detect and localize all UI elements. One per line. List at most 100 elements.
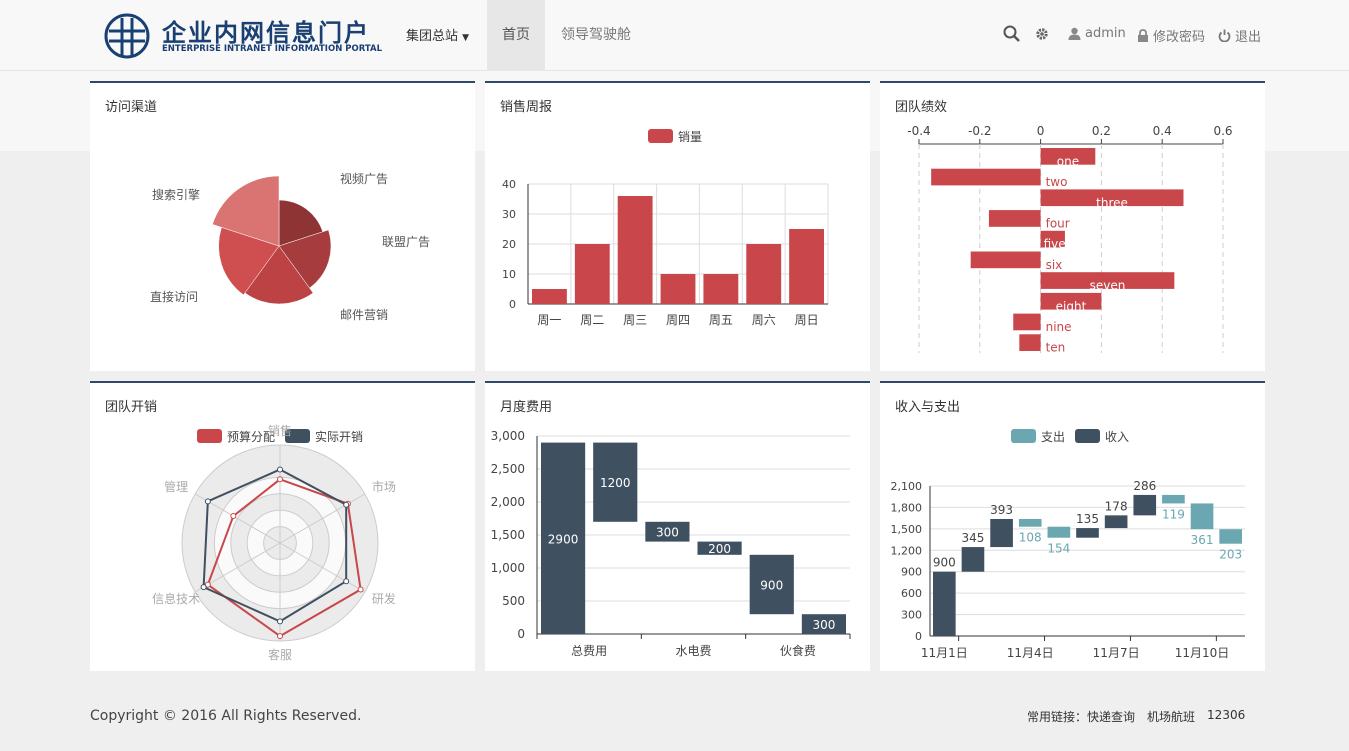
bar — [1040, 230, 1065, 248]
bar — [532, 289, 567, 304]
panel-team-spending: 团队开销 预算分配 实际开销 销售 市场 研发 客服 信息技术 管理 — [90, 381, 475, 671]
y-tick-label: 1,000 — [491, 561, 525, 575]
bar-value-label: 119 — [1162, 507, 1185, 521]
radar-point — [343, 501, 350, 508]
bar — [1040, 148, 1096, 165]
team-performance-bar-chart: -0.4 -0.2 0 0.2 0.4 0.6 one two three four five six… — [907, 124, 1232, 355]
bar — [801, 614, 846, 634]
radar-point — [230, 513, 237, 520]
x-tick-label: 总费用 — [571, 644, 607, 658]
radar-indicator-label: 市场 — [372, 479, 396, 494]
x-tick-label: 11月1日 — [921, 646, 968, 660]
y-tick-label: 0 — [509, 298, 516, 311]
power-icon — [1218, 29, 1231, 42]
footer-link-12306[interactable]: 12306 — [1207, 708, 1246, 722]
bar-label: three — [1096, 196, 1128, 210]
radar-point — [204, 498, 211, 505]
bar-value-label: 361 — [1191, 533, 1214, 547]
bar-value-label: 2900 — [548, 532, 579, 546]
bar — [703, 274, 739, 304]
x-tick-label: 周六 — [752, 313, 776, 327]
x-tick-label: 伙食费 — [780, 643, 816, 658]
y-tick-label: 1,200 — [891, 544, 923, 557]
change-password-label: 修改密码 — [1153, 30, 1206, 45]
bar-label: eight — [1056, 299, 1087, 313]
user-menu[interactable]: admin — [1068, 26, 1126, 41]
logo-subtitle: ENTERPRISE INTRANET INFORMATION PORTAL — [162, 44, 383, 54]
bar — [1018, 519, 1042, 527]
y-tick-label: 1,500 — [891, 523, 923, 536]
bar-value-label: 345 — [962, 531, 985, 545]
search-button[interactable] — [1003, 25, 1020, 42]
bar — [645, 521, 690, 542]
portal-logo[interactable]: 企业内网信息门户 ENTERPRISE INTRANET INFORMATION… — [104, 13, 394, 59]
x-tick-label: 0.6 — [1213, 124, 1232, 138]
y-tick-label: 40 — [502, 178, 516, 191]
lock-icon — [1138, 29, 1148, 42]
legend-label: 预算分配 — [227, 429, 275, 444]
user-icon — [1068, 27, 1081, 40]
y-tick-label: 2,100 — [891, 480, 923, 493]
bar — [749, 554, 794, 615]
bar — [988, 210, 1041, 227]
nav-tab-home[interactable]: 首页 — [487, 0, 545, 71]
bar-value-label: 135 — [1076, 512, 1099, 526]
bar-value-label: 203 — [1219, 548, 1242, 562]
rose-slice-label: 邮件营销 — [340, 308, 388, 322]
radar-point — [277, 476, 283, 483]
y-tick-label: 30 — [502, 208, 516, 221]
bar — [660, 274, 696, 304]
settings-button[interactable] — [1035, 27, 1049, 41]
bar-label: one — [1057, 154, 1079, 168]
bar — [1047, 526, 1071, 538]
bar — [931, 168, 1041, 186]
bar-label: four — [1046, 216, 1070, 230]
legend-label: 支出 — [1041, 430, 1065, 444]
bar — [746, 244, 782, 304]
radar-indicator-label: 客服 — [268, 647, 292, 662]
radar-point — [200, 584, 207, 591]
site-select-dropdown[interactable]: 集团总站 ▼ — [406, 25, 469, 44]
bar — [697, 541, 742, 555]
panel-monthly-expenses: 月度费用 0 500 1,000 1,500 2,000 2,500 3,000 2900 总费… — [485, 381, 870, 671]
search-icon — [1003, 25, 1020, 42]
radar-point — [277, 633, 283, 640]
panel-visit-channels: 访问渠道 视频广告 联盟广告 邮件营销 直接访问 搜索引擎 — [90, 81, 475, 371]
panel-income-expense: 收入与支出 支出 收入 0 300 600 900 1,200 1,500 1,800 2,100… — [880, 381, 1265, 671]
bar — [1219, 529, 1242, 544]
bar — [593, 442, 638, 522]
footer-link-express[interactable]: 快递查询 — [1087, 710, 1136, 724]
bar — [961, 547, 985, 572]
x-tick-label: 周一 — [537, 313, 561, 327]
bar-label: two — [1046, 175, 1068, 189]
bar-value-label: 108 — [1019, 531, 1042, 545]
footer-copyright: Copyright © 2016 All Rights Reserved. — [90, 708, 362, 724]
footer-link-flights[interactable]: 机场航班 — [1147, 710, 1196, 724]
x-tick-label: 11月4日 — [1007, 646, 1054, 660]
bar — [574, 244, 610, 304]
legend-swatch — [1011, 429, 1036, 443]
rose-slice-label: 直接访问 — [150, 289, 198, 304]
nav-tab-cockpit[interactable]: 领导驾驶舱 — [561, 27, 631, 43]
bar-label: nine — [1046, 320, 1072, 334]
panel-title: 月度费用 — [500, 400, 553, 415]
y-tick-label: 2,000 — [491, 495, 525, 509]
logout-link[interactable]: 退出 — [1218, 26, 1261, 45]
bar — [1040, 272, 1175, 289]
change-password-link[interactable]: 修改密码 — [1137, 26, 1205, 45]
y-tick-label: 300 — [901, 609, 922, 622]
bar-label: ten — [1046, 341, 1066, 355]
rose-slice-label: 视频广告 — [340, 171, 388, 186]
x-tick-label: 周四 — [666, 313, 690, 327]
y-tick-label: 500 — [502, 594, 525, 608]
bar — [1013, 313, 1041, 331]
weekly-sales-bar-chart: 销量 0 10 20 30 40 周一 周二 周三 周四 周五 周六 周日 — [502, 129, 829, 327]
rose-slice — [278, 229, 332, 289]
logout-label: 退出 — [1235, 30, 1262, 45]
bar — [1190, 503, 1214, 530]
top-navbar: 企业内网信息门户 ENTERPRISE INTRANET INFORMATION… — [0, 0, 1349, 71]
rose-slice — [212, 175, 280, 247]
x-tick-label: -0.2 — [968, 124, 991, 138]
bar — [541, 442, 586, 634]
